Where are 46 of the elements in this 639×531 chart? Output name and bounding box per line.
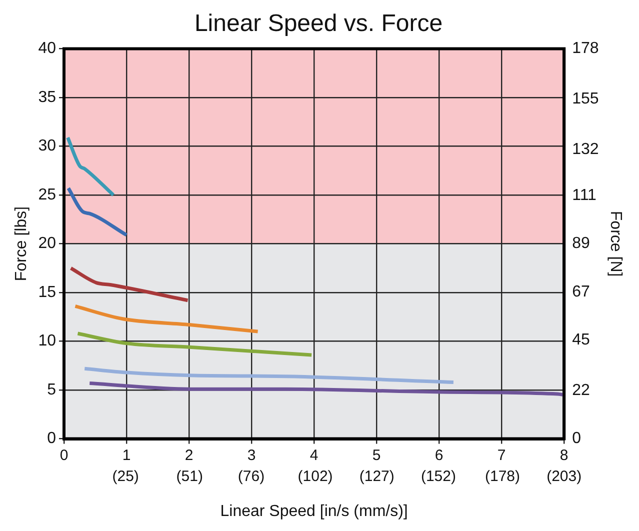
y2-tick-label: 0 [572,430,582,448]
y2-axis-title: Force [N] [606,210,624,277]
y-tick-label: 15 [38,284,56,301]
x-tick-label: 8 [560,446,568,464]
y2-tick-label: 45 [572,332,590,349]
x2-tick-label: (25) [112,468,139,485]
x-tick-label: 6 [434,446,444,464]
x-tick-label: 1 [122,446,131,464]
y2-tick-label: 22 [572,382,590,400]
y2-tick-label: 67 [572,283,590,300]
y-tick-label: 40 [38,40,56,58]
y-tick-label: 30 [38,138,56,155]
y-tick-label: 35 [38,88,56,106]
y2-tick-label: 178 [572,40,599,58]
y2-tick-label: 111 [572,187,597,204]
x2-tick-label: (178) [485,468,520,485]
x-tick-label: 2 [184,446,194,464]
y-tick-label: 5 [47,381,56,398]
x-tick-label: 5 [372,446,381,464]
chart-title: Linear Speed vs. Force [194,10,443,38]
x-tick-label: 3 [247,446,256,464]
line-series [66,186,128,237]
line-series [88,381,564,397]
y-tick-label: 25 [38,186,56,204]
x2-tick-label: (76) [238,468,265,485]
x-tick-label: 7 [497,446,506,464]
x2-tick-label: (127) [359,468,394,485]
y-tick-label: 0 [47,430,56,448]
y2-tick-label: 155 [572,90,599,108]
x-tick-label: 0 [60,446,68,464]
line-series [74,304,260,334]
line-series [76,332,314,357]
y2-tick-label: 89 [572,235,590,252]
line-series [69,266,190,302]
x2-tick-label: (102) [298,468,333,485]
x2-tick-label: (152) [420,468,456,485]
x2-tick-label: (51) [176,468,203,485]
y-axis-title: Force [lbs] [13,206,30,282]
y-tick-label: 10 [38,332,56,350]
x-tick-label: 4 [310,446,318,464]
y-tick-label: 20 [38,235,56,252]
x-axis-title: Linear Speed [in/s (mm/s)] [220,502,408,520]
x2-tick-label: (203) [546,468,582,485]
line-series [82,366,456,384]
line-series [66,136,116,197]
y2-tick-label: 132 [572,140,599,158]
